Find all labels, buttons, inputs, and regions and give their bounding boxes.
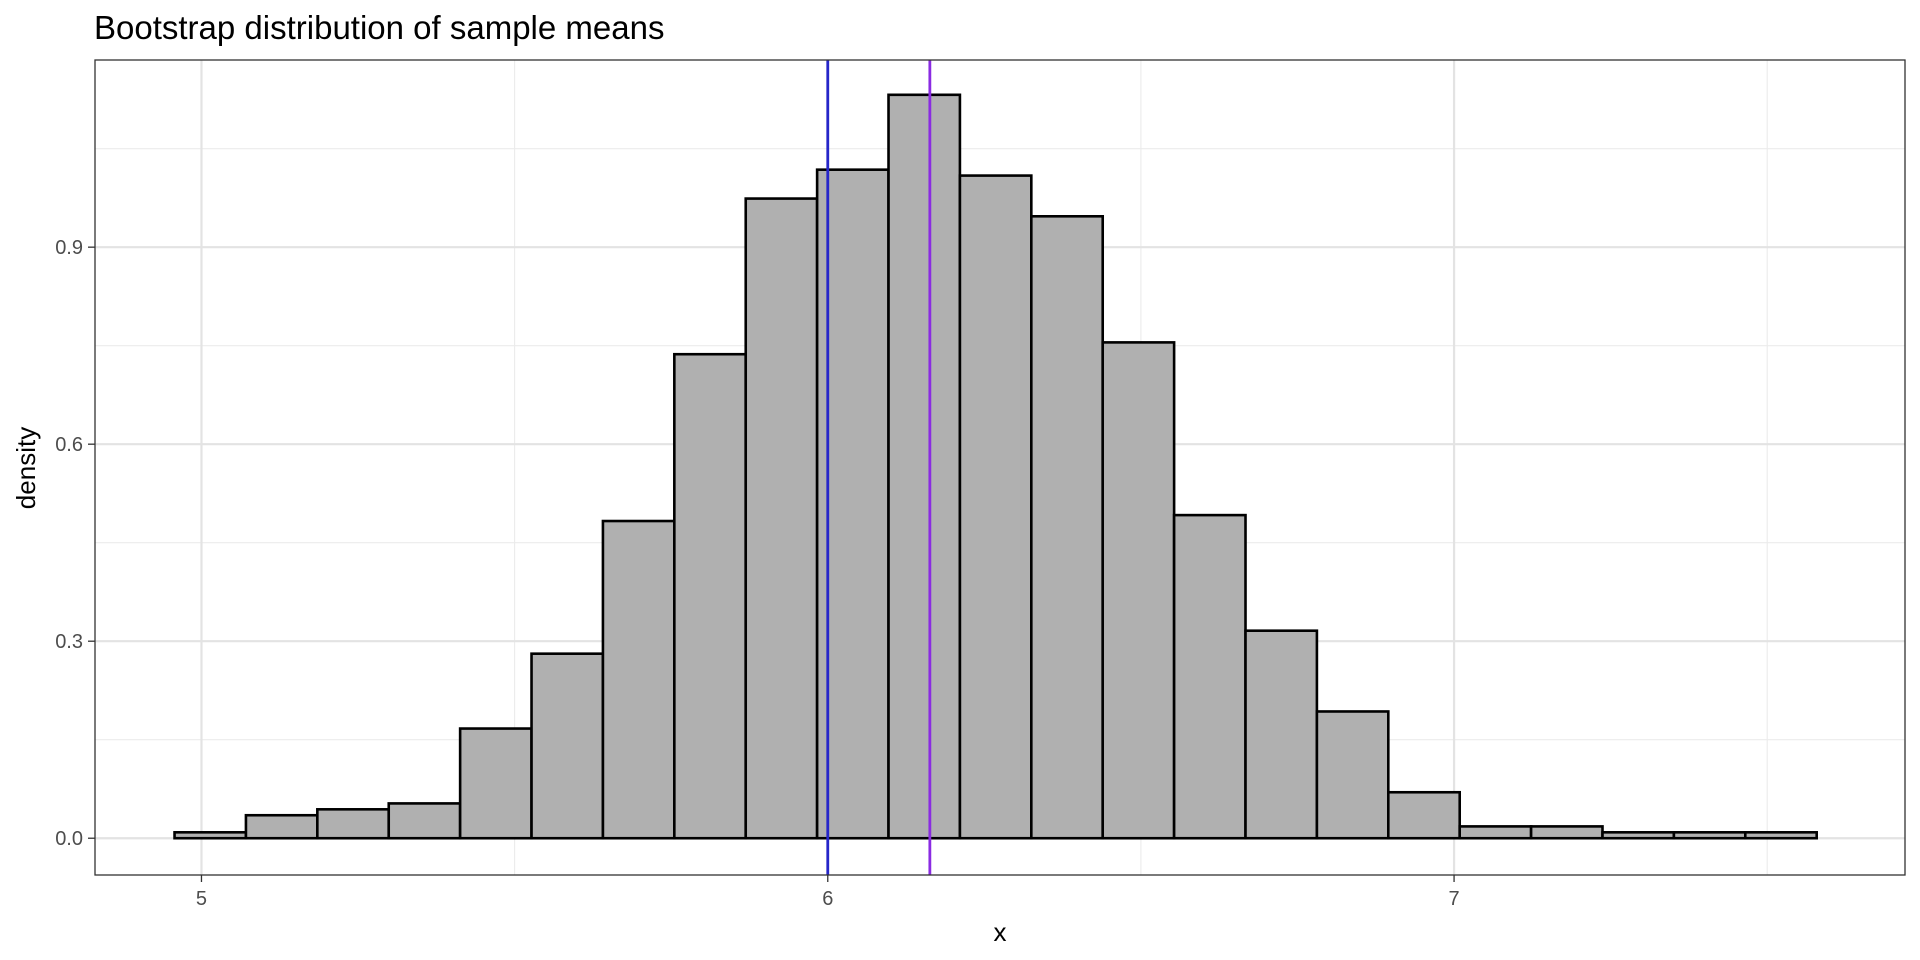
histogram-bar [173,831,248,840]
histogram-bar [601,519,676,840]
histogram-bar [673,352,748,840]
x-tick-label: 7 [1449,888,1460,910]
y-tick-label: 0.3 [55,631,83,653]
reference-lines [826,60,932,875]
histogram-bar [1601,831,1676,840]
histogram-bar [530,652,605,840]
histogram-bar [1244,629,1319,840]
histogram-bar [244,813,319,840]
histogram-bar [458,727,533,840]
x-tick-label: 6 [822,888,833,910]
histogram-bar [744,197,819,840]
x-axis-title: x [994,917,1007,947]
y-tick-label: 0.0 [55,828,83,850]
histogram-bar [387,802,462,840]
plot-panel-border [94,59,1906,876]
chart-title: Bootstrap distribution of sample means [94,9,664,46]
histogram-bar [1387,790,1462,840]
histogram-bar [958,174,1033,840]
histogram-bar [316,808,391,840]
histogram-bar [1743,831,1818,840]
y-axis-title: density [11,427,41,509]
histogram-bars [173,93,1818,840]
y-tick-label: 0.9 [55,237,83,259]
histogram-bar [887,93,962,840]
histogram-bar [1458,825,1533,840]
histogram-bar [1101,341,1176,840]
histogram-bar [1529,825,1604,840]
histogram-bar [1030,215,1105,840]
x-tick-label: 5 [196,888,207,910]
y-tick-label: 0.6 [55,434,83,456]
histogram-bar [1172,513,1247,840]
histogram-bar [1672,831,1747,840]
histogram-bar [1315,710,1390,840]
x-axis-ticks: 5 6 7 [196,875,1460,910]
y-axis-ticks: 0.0 0.3 0.6 0.9 [55,237,95,850]
